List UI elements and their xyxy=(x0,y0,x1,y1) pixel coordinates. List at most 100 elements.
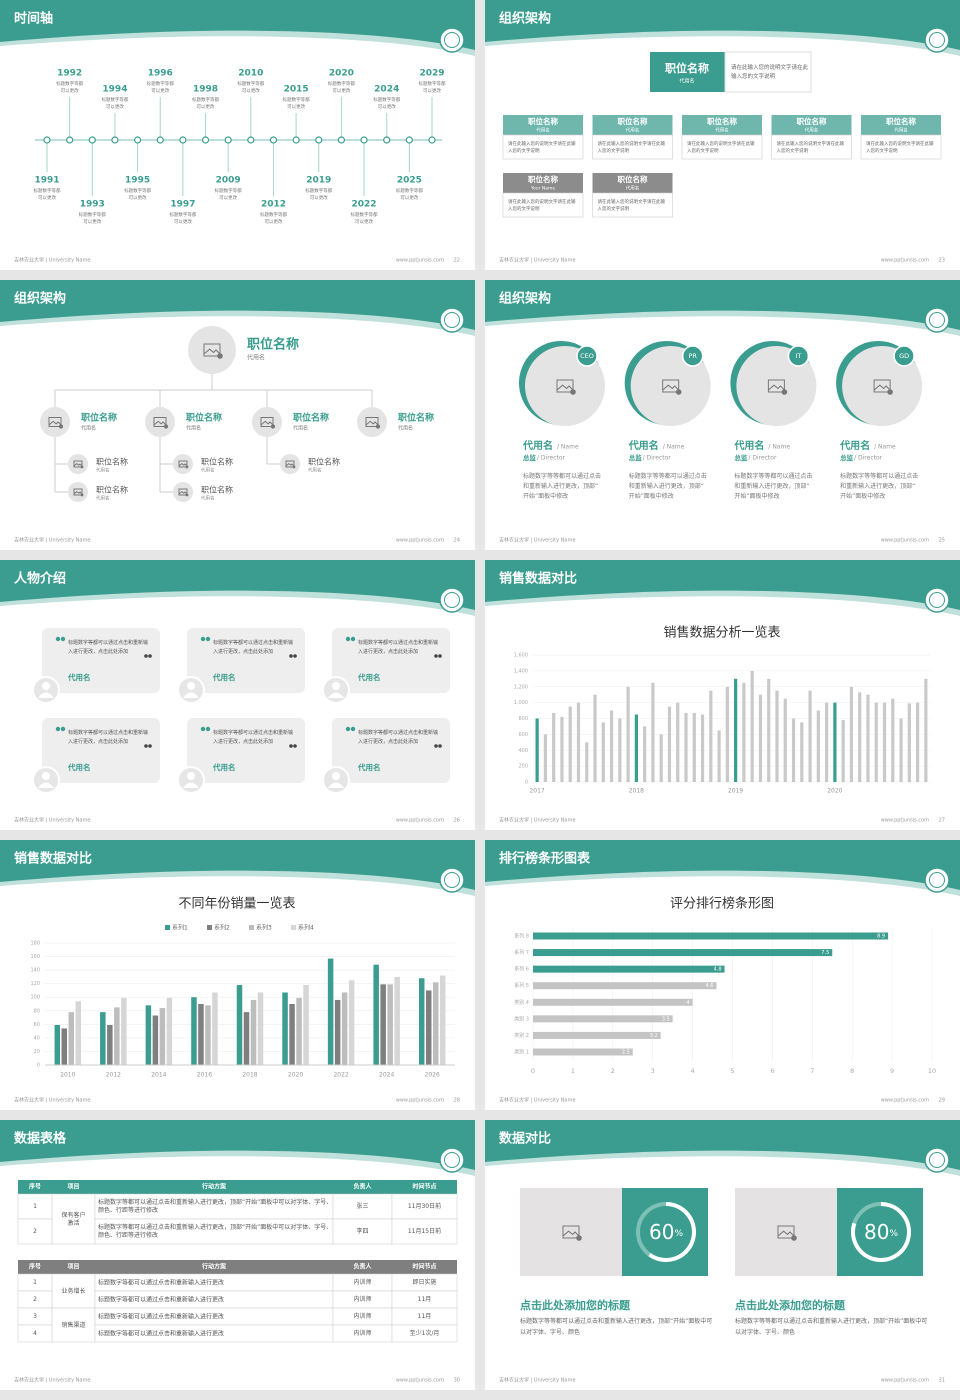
paragraph: 标题数字等等都可以通过点击和重新输入进行更改，顶部“ 开始”面板中修改 xyxy=(840,472,918,500)
quote-mark xyxy=(438,744,442,748)
text-line: 可以更改 xyxy=(310,194,328,201)
text-line: 标题数字等都可以通过点击和重新输入进行更改 xyxy=(98,1312,224,1320)
text: / Director xyxy=(537,455,566,462)
text-line: 标题数字等都 xyxy=(328,80,355,87)
image-icon-mountain xyxy=(768,384,785,391)
avatar xyxy=(357,407,387,437)
text-line: 入您的文字说明 xyxy=(508,205,540,212)
bar xyxy=(341,992,348,1065)
timeline-dot xyxy=(43,136,51,144)
paragraph: 请在此输入您的说明文字请在此输入您的文字说明 xyxy=(598,140,666,154)
bar xyxy=(825,702,829,782)
table-cell xyxy=(17,1324,53,1343)
text-line: 标题数字等都 xyxy=(305,187,332,194)
badge xyxy=(893,345,915,367)
timeline-dot xyxy=(179,136,187,144)
stat-label: 60% xyxy=(649,1220,683,1244)
text: 职位名称 xyxy=(96,457,128,467)
image-icon xyxy=(777,1225,795,1239)
x-tick-label: 2014 xyxy=(151,1072,166,1079)
text: 职位名称 xyxy=(308,457,340,467)
quote-mark xyxy=(144,744,148,748)
paragraph: 标题数字等都可以更改 xyxy=(305,187,332,201)
table-cell-text: 至少1次/月 xyxy=(410,1329,440,1337)
badge-text: PR xyxy=(688,352,697,360)
year: 2019 xyxy=(306,176,331,186)
text-line: 标题数字等都 xyxy=(237,80,264,87)
table-cell-text: 内训师 xyxy=(353,1312,371,1320)
bar xyxy=(907,703,911,782)
value-label: 4.6 xyxy=(706,983,714,989)
text-line: 标题数字等都 xyxy=(147,80,174,87)
text: / Director xyxy=(748,455,777,462)
x-tick-label: 4 xyxy=(691,1067,695,1075)
text: 代用名 xyxy=(81,425,96,432)
legend-swatch xyxy=(165,925,170,930)
paragraph: 标题数字等都可以更改 xyxy=(237,80,264,94)
paragraph: 标题数字等都可以更改 xyxy=(419,80,446,94)
footer-page: 24 xyxy=(454,538,460,544)
footer-page: 28 xyxy=(454,1098,460,1104)
bar xyxy=(593,694,597,782)
badge xyxy=(576,345,598,367)
legend-label: 系列3 xyxy=(256,924,272,932)
quote-mark xyxy=(200,636,206,642)
paragraph: 标题数字等都可以通过点击和重新输入进行更改 xyxy=(98,1278,224,1286)
table-cell xyxy=(94,1193,334,1220)
paragraph: 标题数字等都可以更改 xyxy=(56,80,83,94)
text-line: 标题数字等都可以通过点击和重新输入进行更改 xyxy=(98,1329,224,1337)
image-icon-mountain xyxy=(365,420,379,426)
quote-mark xyxy=(60,726,66,732)
text-line: 标题数字等等都可以通过点击 xyxy=(734,472,812,480)
text-line: 标题数字等都 xyxy=(124,187,151,194)
logo-inner xyxy=(444,312,460,328)
text: 代用名 xyxy=(522,439,553,452)
year: 2022 xyxy=(352,200,377,210)
table-header xyxy=(18,1180,457,1194)
y-tick-label: 40 xyxy=(34,1035,40,1041)
text: 代用名 xyxy=(308,467,322,474)
table-header-cell: 行动方案 xyxy=(201,1183,227,1191)
text: 职位名称 xyxy=(797,116,827,126)
legend-swatch xyxy=(291,925,296,930)
bar xyxy=(159,1008,166,1065)
y-tick-label: 140 xyxy=(30,968,40,974)
text: 职位名称 xyxy=(618,174,648,184)
table-cell-text: 4 xyxy=(33,1330,37,1337)
paragraph: 标题数字等都可以通过点击和重新输入进行更改，点击此处添加 xyxy=(68,639,148,655)
y-tick-label: 800 xyxy=(518,716,528,722)
text: 代用名 xyxy=(894,127,908,134)
slide-background xyxy=(0,280,475,550)
paragraph: 标题数字等都可以通过点击和重新输入进行更改，点击此处添加 xyxy=(68,729,148,745)
bar xyxy=(552,712,556,782)
text-line: 请在此输入您的说明文字请在此输 xyxy=(508,198,576,205)
paragraph: 标题数字等都可以通过点击和重新输入进行更改 xyxy=(98,1312,224,1320)
text: 代用名 xyxy=(398,425,413,432)
paragraph: 标题数字等都可以更改 xyxy=(215,187,242,201)
text: / Director xyxy=(643,455,672,462)
bar xyxy=(833,702,837,782)
logo-inner xyxy=(929,872,945,888)
image-icon-plus xyxy=(791,1235,797,1241)
timeline-dot xyxy=(156,136,164,144)
quote-mark xyxy=(55,726,61,732)
unit-body xyxy=(592,192,673,218)
slide-title: 销售数据对比 xyxy=(14,851,92,867)
text: 职位名称 xyxy=(247,337,299,353)
text: 职位名称 xyxy=(186,412,222,424)
text: 职位名称 xyxy=(707,116,737,126)
text-line: 标题数字等等都可以通过点击 xyxy=(523,472,601,480)
paragraph: 标题数字等都可以更改 xyxy=(101,96,128,110)
text-line: 标题数字等都可以通过点击和重新输 xyxy=(68,729,148,736)
text-line: 以对字体、字号、颜色 xyxy=(735,1328,795,1336)
year: 2024 xyxy=(374,85,399,95)
footer-page: 27 xyxy=(939,818,945,824)
text-line: 激活 xyxy=(67,1219,79,1227)
quote-card xyxy=(332,718,450,783)
logo-inner xyxy=(444,32,460,48)
paragraph: 业务增长 xyxy=(61,1287,85,1295)
logo xyxy=(924,867,950,893)
table-cell-text: 11月30日前 xyxy=(408,1202,441,1210)
y-tick-label: 类别 2 xyxy=(514,1032,529,1039)
